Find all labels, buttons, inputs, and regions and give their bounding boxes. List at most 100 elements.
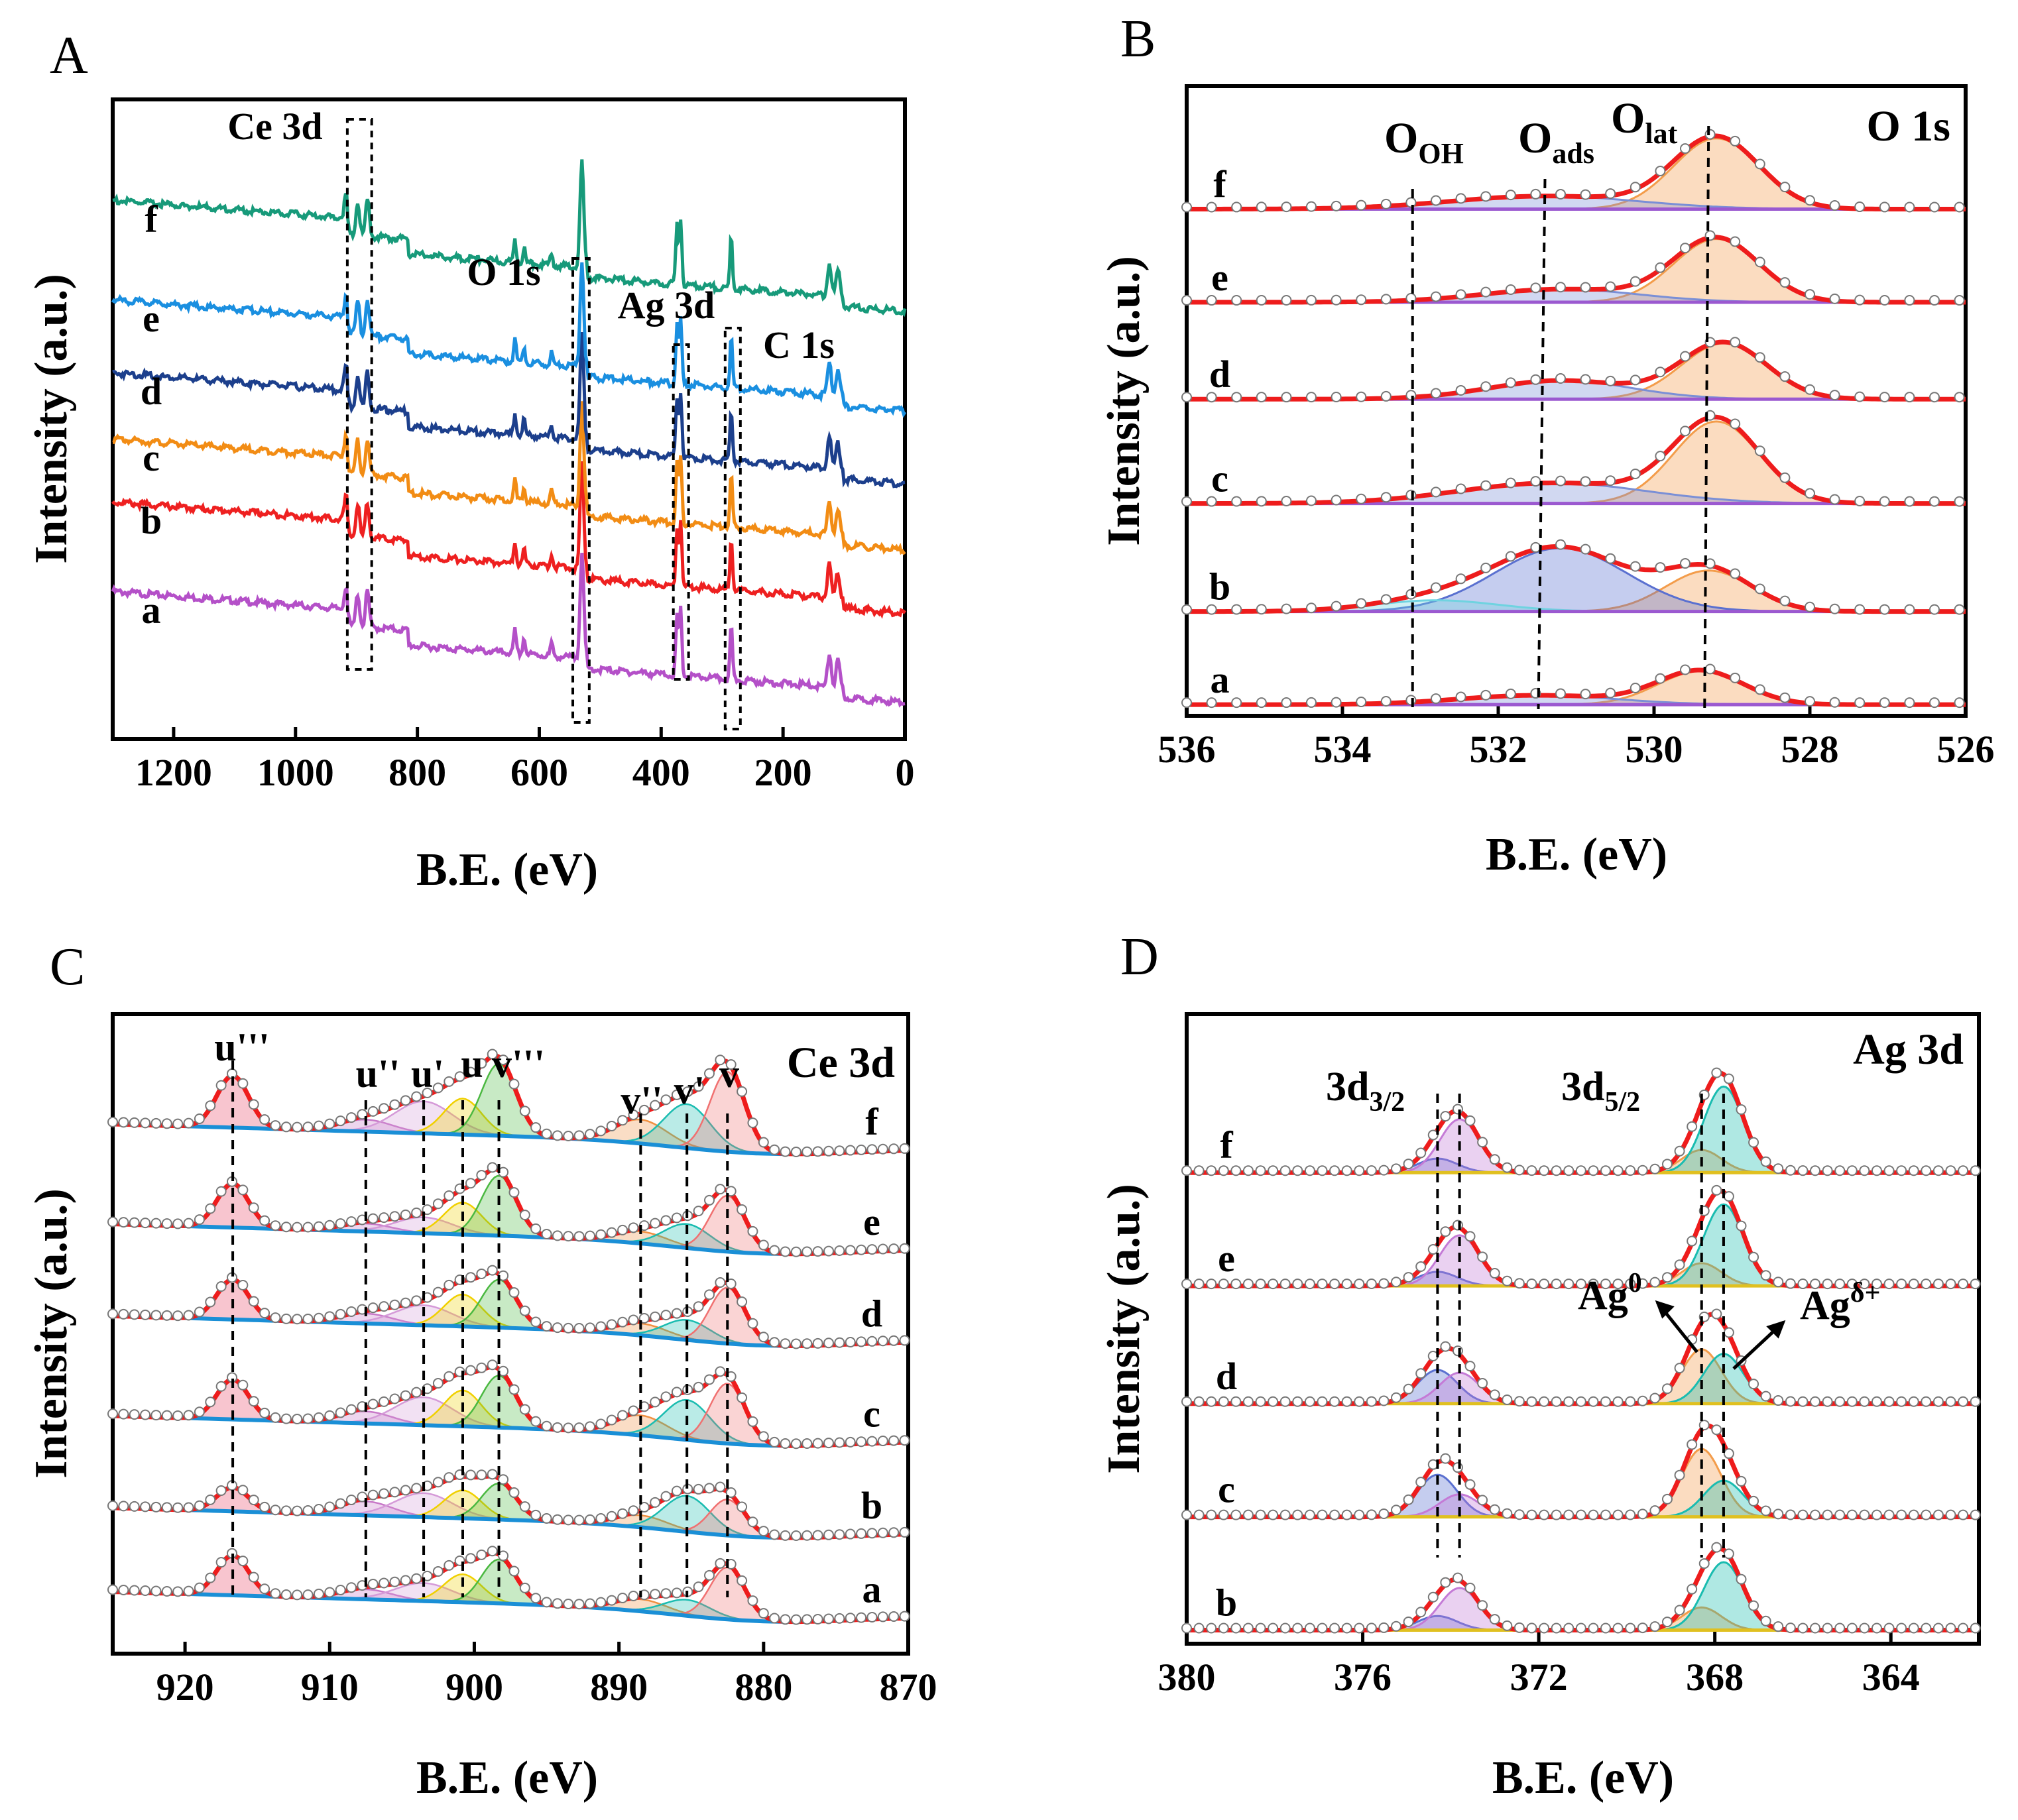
ag3d-data-point [1206,1622,1217,1634]
ce3d-data-point [801,1146,813,1157]
o1s-data-point [1580,689,1591,700]
ag3d-species-label-0: Ag0 [1578,1268,1642,1318]
ag3d-data-point [1637,1508,1648,1520]
ce3d-data-point [476,1058,487,1069]
peak-label-main: O [1518,114,1552,162]
ag3d-data-point [1464,1361,1476,1372]
ce3d-data-point [107,1116,118,1127]
ag3d-data-point [1526,1396,1537,1407]
ag3d-data-point [1514,1165,1525,1176]
peak-label-main: O [1611,94,1645,142]
o1s-data-point [1455,193,1466,204]
ag3d-data-point [1970,1622,1981,1634]
o1s-data-point [1331,697,1342,708]
ce3d-data-point [465,1178,476,1189]
ce3d-data-point [693,1081,704,1092]
ce3d-data-point [508,1487,520,1499]
ce3d-data-point [801,1338,813,1349]
ag3d-data-point [1921,1622,1932,1634]
ag3d-data-point [1464,1231,1476,1242]
ce3d-data-point [379,1103,390,1114]
ce3d-data-point [476,1268,487,1279]
o1s-guide-line [1703,125,1710,710]
o1s-data-point [1331,200,1342,211]
ag3d-data-point [1859,1396,1870,1407]
ag3d-data-point [1773,1508,1784,1520]
ce3d-data-point [400,1297,411,1308]
x-tick-label: 870 [880,1666,937,1709]
ce3d-data-point [172,1410,184,1421]
ag3d-data-point [1711,1424,1722,1436]
ce3d-data-point [856,1144,867,1155]
o1s-data-point [1754,445,1765,457]
ce3d-data-point [671,1387,682,1398]
o1s-data-point [1181,201,1192,213]
x-tick-label: 534 [1314,728,1372,771]
ce3d-data-point [324,1220,335,1231]
o1s-series-label-a: a [1211,658,1230,701]
ce3d-data-point [335,1585,346,1596]
region-box [672,343,690,681]
ce3d-data-point [432,1565,444,1577]
ce3d-data-point [118,1217,129,1228]
ag3d-data-point [1464,1582,1476,1593]
ag3d-data-point [1366,1165,1377,1176]
o1s-series-label-f: f [1213,163,1226,206]
ag3d-data-point [1687,1439,1698,1450]
ce3d-data-point [150,1117,162,1129]
ce3d-data-point [845,1337,856,1348]
ag3d-data-point [1723,1548,1734,1560]
ag3d-data-point [1932,1165,1944,1176]
o1s-data-point [1555,475,1566,486]
ce3d-data-point [140,1117,151,1129]
ce3d-data-point [107,1408,118,1420]
o1s-data-point [1630,182,1641,193]
o1s-data-point [1730,236,1741,247]
ag3d-data-point [1711,1067,1722,1078]
ag3d-data-point [1218,1165,1229,1176]
panel-a-frame [111,97,907,741]
ce3d-data-point [183,1585,194,1597]
ag3d-data-point [1206,1396,1217,1407]
ag3d-series-label-f: f [1220,1123,1233,1166]
ag3d-series-label-b: b [1216,1581,1237,1624]
o1s-data-point [1754,684,1765,695]
ag3d-data-point [1810,1165,1821,1176]
ce3d-data-point [400,1485,411,1496]
ce3d-data-point [367,1302,379,1314]
ce3d-data-point [432,1477,444,1488]
ce3d-data-point [617,1316,628,1328]
ce3d-data-point [161,1502,172,1513]
o1s-data-point [1829,293,1840,304]
o1s-data-point [1680,558,1691,569]
ag3d-data-point [1539,1165,1550,1176]
o1s-data-point [1405,197,1417,208]
ag3d-data-point [1834,1509,1846,1520]
species-sup: δ+ [1850,1278,1881,1308]
ag3d-data-point [1502,1508,1513,1519]
ag3d-data-point [1674,1605,1685,1616]
ag3d-data-point [1551,1622,1562,1634]
o1s-data-point [1954,295,1965,306]
ce3d-data-point [704,1068,715,1079]
ag3d-data-point [1354,1279,1365,1290]
ag3d-data-point [1366,1396,1377,1407]
ce3d-data-point [877,1436,888,1447]
ag3d-data-point [1649,1621,1661,1632]
ce3d-data-point [150,1501,162,1512]
ag3d-data-point [1785,1622,1796,1634]
ce3d-data-point [248,1099,259,1110]
ce3d-data-point [877,1243,888,1255]
ag3d-data-point [1859,1279,1870,1290]
ce3d-data-point [237,1379,249,1391]
ce3d-data-point [335,1115,346,1127]
o1s-data-point [1256,697,1267,709]
ag3d-data-point [1268,1622,1279,1634]
o1s-data-point [1555,373,1566,384]
ce3d-data-point [801,1614,813,1625]
ce3d-data-point [823,1145,834,1157]
ce3d-data-point [389,1211,400,1222]
o1s-data-point [1356,391,1367,402]
ag3d-data-point [1242,1279,1254,1290]
